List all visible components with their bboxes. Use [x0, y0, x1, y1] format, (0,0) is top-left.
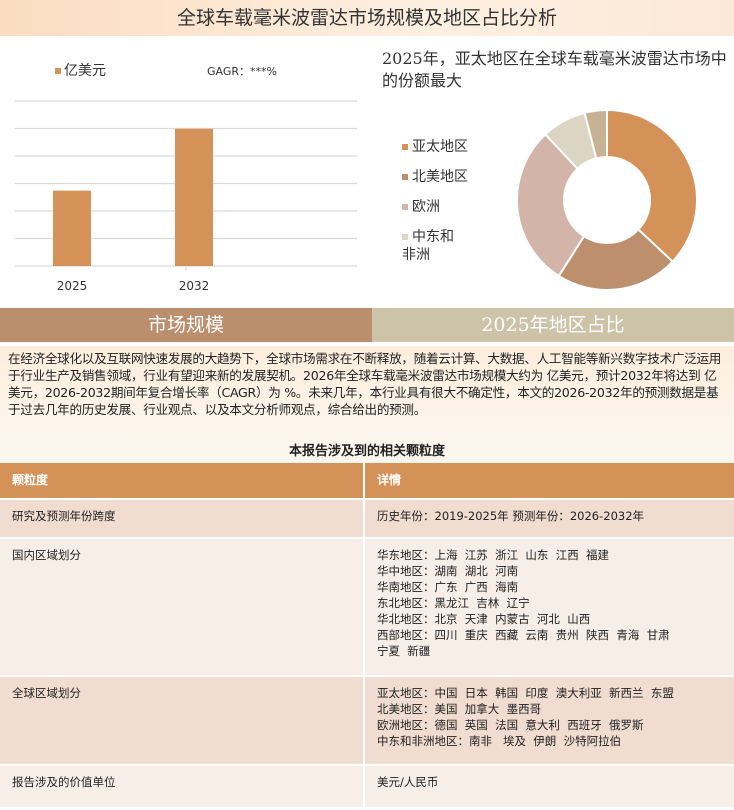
row-key: 国内区域划分 [0, 539, 365, 675]
x-tick-label: 2025 [57, 279, 88, 293]
table-title: 本报告涉及到的相关颗粒度 [0, 441, 734, 463]
legend-label: 北美地区 [412, 169, 468, 185]
table-row: 国内区域划分 华东地区：上海 江苏 浙江 山东 江西 福建 华中地区：湖南 湖北 河… [0, 539, 734, 675]
legend-item: 中东和非洲 [402, 228, 466, 264]
row-key: 报告涉及的价值单位 [0, 766, 365, 807]
pie-title: 2025年，亚太地区在全球车载毫米波雷达市场中的份额最大 [382, 49, 727, 90]
legend-item: 欧洲 [402, 198, 482, 216]
page-title: 全球车载毫米波雷达市场规模及地区占比分析 [0, 0, 734, 36]
legend-swatch [402, 174, 408, 180]
value-line: 华南地区：广东 广西 海南 [377, 580, 519, 594]
pie-slice-other [583, 108, 608, 160]
value-line: 历史年份：2019-2025年 预测年份：2026-2032年 [377, 509, 645, 523]
legend-swatch [402, 204, 408, 210]
x-tick-label: 2032 [179, 279, 210, 293]
gagr-annotation: GAGR：***% [207, 65, 277, 78]
gagr-annotation-inner: GAGR：***% [207, 65, 277, 78]
legend-swatch [55, 68, 61, 74]
value-line: 西部地区：四川 重庆 西藏 云南 贵州 陕西 青海 甘肃 [377, 628, 670, 642]
legend-label: 亚太地区 [412, 139, 468, 155]
intro-paragraph: 在经济全球化以及互联网快速发展的大趋势下，全球市场需求在不断释放，随着云计算、大… [0, 346, 734, 441]
row-key: 全球区域划分 [0, 677, 365, 764]
row-value: 华东地区：上海 江苏 浙江 山东 江西 福建 华中地区：湖南 湖北 河南 华南地区：… [365, 539, 734, 675]
legend-item: 北美地区 [402, 168, 482, 186]
row-value: 亚太地区：中国 日本 韩国 印度 澳大利亚 新西兰 东盟 北美地区：美国 加拿大 … [365, 677, 734, 764]
value-line: 华中地区：湖南 湖北 河南 [377, 564, 519, 578]
table-row: 报告涉及的价值单位 美元/人民币 [0, 766, 734, 807]
row-value: 美元/人民币 [365, 766, 734, 807]
value-line: 东北地区：黑龙江 吉林 辽宁 [377, 596, 530, 610]
section-market-size: 市场规模 [0, 308, 372, 342]
value-line: 北美地区：美国 加拿大 墨西哥 [377, 702, 542, 716]
bar-2025 [53, 190, 91, 266]
legend-swatch [402, 234, 408, 240]
pie-slice-北美地区 [557, 228, 675, 291]
bar-legend: 亿美元 [55, 62, 106, 80]
table-row: 研究及预测年份跨度 历史年份：2019-2025年 预测年份：2026-2032年 [0, 500, 734, 537]
pie-chart [516, 108, 698, 291]
value-line: 美元/人民币 [377, 775, 439, 789]
pie-slice-欧洲 [516, 132, 586, 278]
value-line: 华北地区：北京 天津 内蒙古 河北 山西 [377, 612, 591, 626]
bar-2032 [175, 128, 213, 266]
table-row: 全球区域划分 亚太地区：中国 日本 韩国 印度 澳大利亚 新西兰 东盟 北美地区：美… [0, 677, 734, 764]
header-details: 详情 [377, 473, 402, 487]
value-line: 欧洲地区：德国 英国 法国 意大利 西班牙 俄罗斯 [377, 718, 644, 732]
legend-item: 亚太地区 [402, 138, 482, 156]
report-body: 在经济全球化以及互联网快速发展的大趋势下，全球市场需求在不断释放，随着云计算、大… [0, 346, 734, 807]
section-region-share: 2025年地区占比 [372, 308, 734, 342]
value-line: 华东地区：上海 江苏 浙江 山东 江西 福建 [377, 548, 610, 562]
pie-slice-亚太地区 [606, 108, 698, 264]
header-granularity: 颗粒度 [0, 463, 365, 498]
bar-chart: 2025 2032 [15, 100, 357, 293]
row-key: 研究及预测年份跨度 [0, 500, 365, 537]
value-line: 亚太地区：中国 日本 韩国 印度 澳大利亚 新西兰 东盟 [377, 686, 674, 700]
value-line: 中东和非洲地区：南非 埃及 伊朗 沙特阿拉伯 [377, 734, 622, 748]
legend-label: 欧洲 [412, 199, 440, 215]
legend-swatch [402, 144, 408, 150]
gagr-annotation-wrap: GAGR：***% [207, 64, 277, 80]
value-line: 宁夏 新疆 [377, 644, 431, 658]
legend-label: 亿美元 [64, 63, 106, 79]
legend-label: 中东和非洲 [402, 229, 454, 263]
table-header: 颗粒度 详情 [0, 463, 734, 498]
row-value: 历史年份：2019-2025年 预测年份：2026-2032年 [365, 500, 734, 537]
